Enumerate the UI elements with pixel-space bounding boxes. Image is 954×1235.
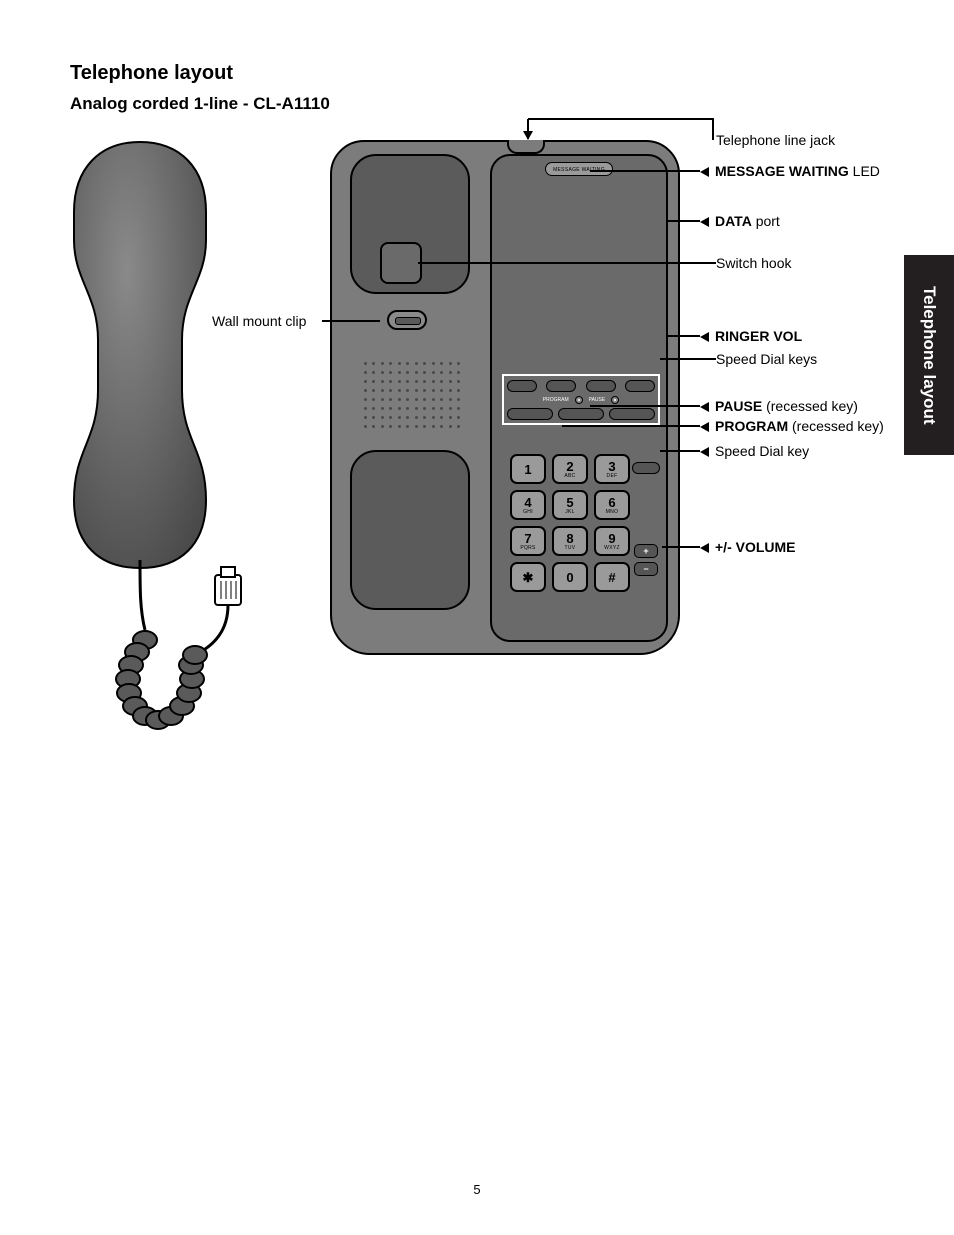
wall-mount-clip [387,310,427,330]
speed-dial-key [507,380,537,392]
face-panel: MESSAGE WAITING PROGRAM PAUSE 12ABC3DEF [490,154,668,642]
page-subtitle: Analog corded 1-line - CL-A1110 [70,94,330,114]
callout-program: PROGRAM (recessed key) [700,418,884,434]
callout-pause: PAUSE (recessed key) [700,398,858,414]
leader-line [418,262,716,264]
dial-keypad: 12ABC3DEF 4GHI5JKL6MNO 7PQRS8TUV9WXYZ ✱0# [510,454,630,592]
speed-dial-group: PROGRAM PAUSE [502,374,660,425]
leader-line [590,405,700,407]
line-jack-notch [507,140,545,154]
phone-base-illustration: MESSAGE WAITING PROGRAM PAUSE 12ABC3DEF [330,140,680,655]
handset-illustration [70,140,210,570]
leader-line [590,170,700,172]
leader-line [562,425,700,427]
switch-hook [380,242,422,284]
speed-dial-key [507,408,553,420]
keypad-key: 2ABC [552,454,588,484]
leader-line [712,118,714,140]
keypad-key: 7PQRS [510,526,546,556]
volume-up: + [634,544,658,558]
volume-down: − [634,562,658,576]
handset-cord-illustration [95,560,265,760]
speed-dial-key [546,380,576,392]
keypad-key: ✱ [510,562,546,592]
callout-volume: +/- VOLUME [700,539,796,555]
page-title: Telephone layout [70,62,233,85]
speed-dial-key [625,380,655,392]
callout-ringer-vol: RINGER VOL [700,328,802,344]
leader-line [660,358,716,360]
speed-dial-key [609,408,655,420]
leader-line [662,546,700,548]
keypad-key: 8TUV [552,526,588,556]
pause-recessed-key [611,396,619,404]
message-waiting-led: MESSAGE WAITING [545,162,613,176]
leader-line [528,118,712,120]
keypad-key: 9WXYZ [594,526,630,556]
callout-wall-mount-clip: Wall mount clip [212,313,306,329]
pause-label: PAUSE [589,397,606,403]
keypad-key: 0 [552,562,588,592]
callout-line-jack: Telephone line jack [716,132,835,148]
callout-msg-led: MESSAGE WAITING LED [700,163,880,179]
program-label: PROGRAM [543,397,569,403]
page-number: 5 [473,1182,480,1197]
speed-dial-key [586,380,616,392]
callout-speed-dial-keys: Speed Dial keys [716,351,817,367]
keypad-key: # [594,562,630,592]
keypad-key: 5JKL [552,490,588,520]
keypad-key: 6MNO [594,490,630,520]
leader-line [668,335,700,337]
keypad-key: 3DEF [594,454,630,484]
volume-buttons: + − [634,544,660,576]
keypad-key: 4GHI [510,490,546,520]
speed-dial-key [558,408,604,420]
program-recessed-key [575,396,583,404]
cradle-bottom [350,450,470,610]
speed-dial-key-extra [632,462,660,474]
leader-line [322,320,380,322]
leader-line [660,450,700,452]
arrow-line-jack [527,119,529,139]
callout-speed-dial-key: Speed Dial key [700,443,809,459]
leader-line [668,220,700,222]
speaker-grille [362,360,462,430]
callout-switch-hook: Switch hook [716,255,791,271]
callout-data-port: DATA port [700,213,780,229]
keypad-key: 1 [510,454,546,484]
section-tab: Telephone layout [904,255,954,455]
